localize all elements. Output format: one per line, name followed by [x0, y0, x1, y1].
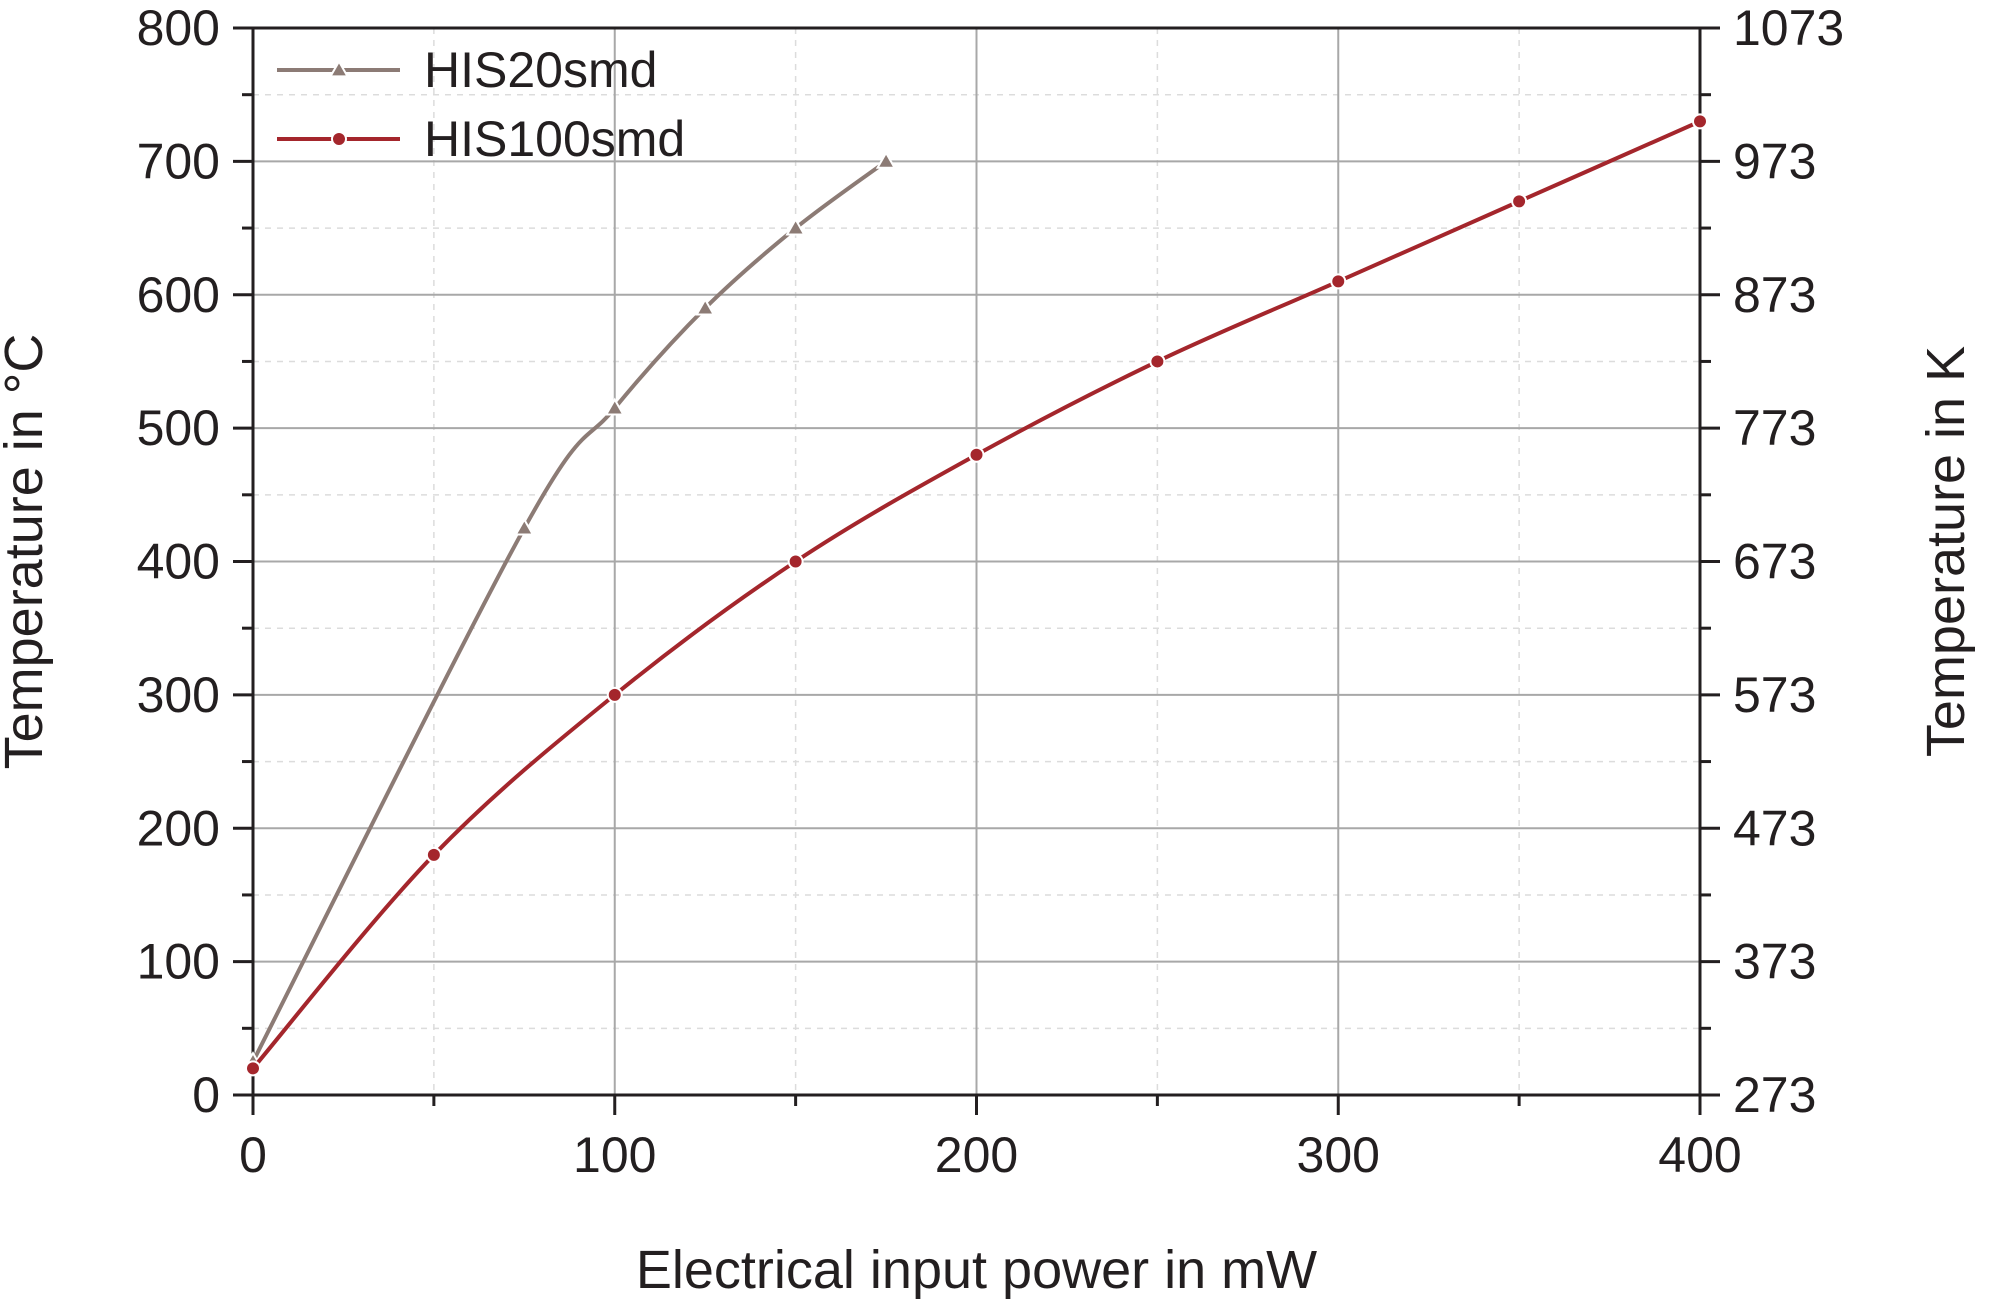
- y2-tick-label: 1073: [1733, 0, 1844, 56]
- series-HIS20smd: [242, 150, 897, 1070]
- legend-marker: [328, 59, 350, 78]
- legend-marker: [331, 131, 347, 147]
- data-point: [245, 1060, 261, 1077]
- data-point: [514, 517, 535, 536]
- data-point: [1149, 353, 1166, 370]
- data-point: [787, 553, 804, 570]
- data-point: [1330, 273, 1347, 290]
- y-tick-label: 600: [137, 267, 220, 323]
- y-axis-title: Temperature in °C: [0, 334, 54, 770]
- data-point: [1692, 113, 1708, 130]
- data-point: [968, 446, 985, 463]
- y-tick-label: 400: [137, 534, 220, 590]
- y-tick-label: 500: [137, 400, 220, 456]
- y2-tick-label: 373: [1733, 934, 1816, 990]
- data-point: [1511, 193, 1528, 210]
- y-tick-label: 800: [137, 0, 220, 56]
- y-tick-label: 200: [137, 800, 220, 856]
- series-HIS100smd: [245, 113, 1708, 1077]
- data-point: [425, 846, 442, 863]
- data-point: [785, 217, 806, 236]
- data-point: [604, 397, 625, 416]
- series: [242, 113, 1708, 1077]
- legend-label: HIS100smd: [424, 111, 685, 167]
- y-tick-label: 0: [192, 1067, 220, 1123]
- data-point: [694, 297, 716, 316]
- data-point: [875, 150, 897, 169]
- y2-tick-label: 773: [1733, 400, 1816, 456]
- y2-axis-title: Temperature in K: [1916, 346, 1976, 757]
- x-tick-label: 100: [573, 1127, 656, 1183]
- legend: HIS20smd HIS100smd: [277, 42, 685, 167]
- x-tick-label: 300: [1297, 1127, 1380, 1183]
- grid: [253, 28, 1700, 1095]
- series-line: [251, 159, 888, 1063]
- y2-tick-label: 873: [1733, 267, 1816, 323]
- y-tick-label: 700: [137, 133, 220, 189]
- y2-tick-label: 473: [1733, 800, 1816, 856]
- data-point: [606, 686, 623, 703]
- y-tick-label: 100: [137, 934, 220, 990]
- axes: 0 100 200 300 400 0 100 200 300 400 500 600 700 800 27…: [137, 0, 1845, 1183]
- y2-tick-label: 673: [1733, 534, 1816, 590]
- x-tick-label: 200: [935, 1127, 1018, 1183]
- x-tick-label: 400: [1658, 1127, 1741, 1183]
- legend-label: HIS20smd: [424, 42, 657, 98]
- x-tick-label: 0: [239, 1127, 267, 1183]
- y2-tick-label: 273: [1733, 1067, 1816, 1123]
- x-axis-title: Electrical input power in mW: [636, 1240, 1317, 1300]
- y-tick-label: 300: [137, 667, 220, 723]
- y2-tick-label: 973: [1733, 133, 1816, 189]
- y2-tick-label: 573: [1733, 667, 1816, 723]
